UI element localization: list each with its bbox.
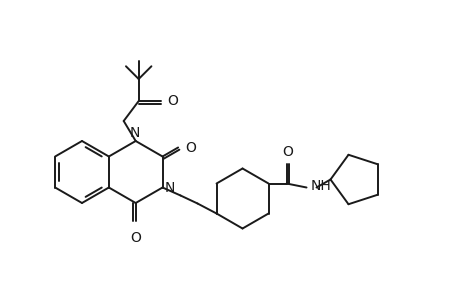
Text: O: O xyxy=(281,145,292,158)
Text: O: O xyxy=(130,231,141,245)
Text: N: N xyxy=(129,126,140,140)
Text: NH: NH xyxy=(310,178,330,193)
Text: N: N xyxy=(164,182,174,196)
Text: O: O xyxy=(168,94,178,108)
Text: O: O xyxy=(185,140,196,154)
